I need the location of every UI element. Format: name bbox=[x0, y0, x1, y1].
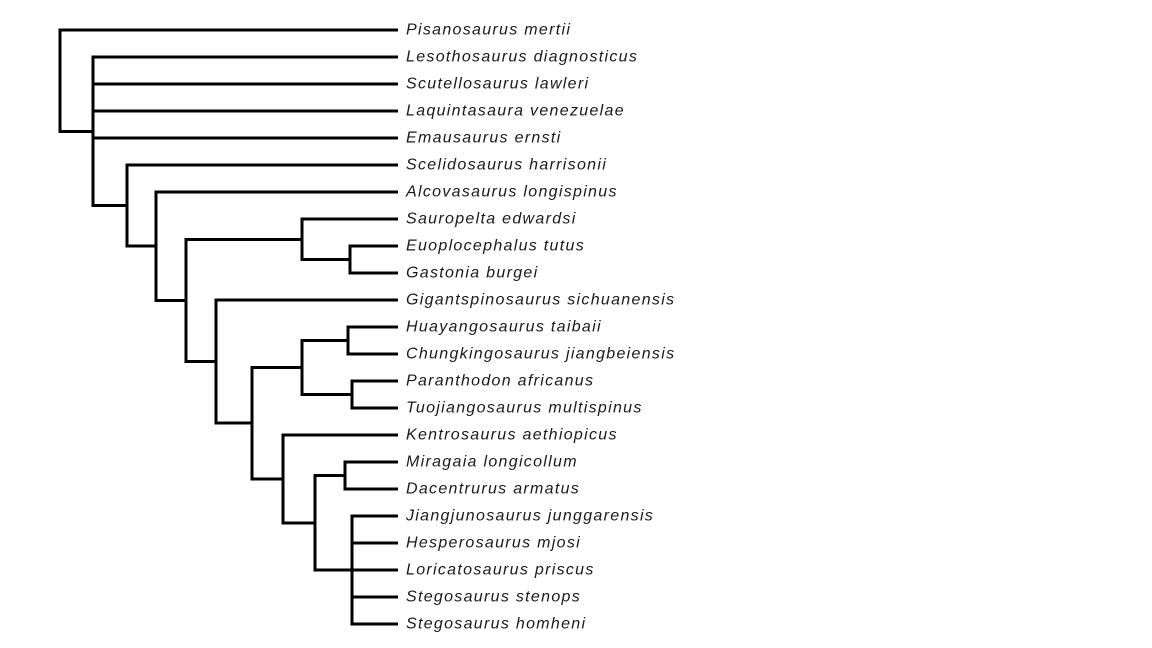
taxon-label: Loricatosaurus priscus bbox=[406, 562, 595, 579]
taxon-label: Stegosaurus homheni bbox=[406, 616, 586, 633]
taxon-label: Huayangosaurus taibaii bbox=[406, 319, 602, 336]
taxon-label: Stegosaurus stenops bbox=[406, 589, 581, 606]
taxon-label: Dacentrurus armatus bbox=[406, 481, 580, 498]
taxon-label: Alcovasaurus longispinus bbox=[405, 184, 618, 201]
taxon-label: Euoplocephalus tutus bbox=[406, 238, 585, 255]
taxon-label: Scelidosaurus harrisonii bbox=[406, 157, 607, 174]
taxon-label: Pisanosaurus mertii bbox=[406, 22, 571, 39]
taxon-label: Lesothosaurus diagnosticus bbox=[406, 49, 638, 66]
taxon-label: Kentrosaurus aethiopicus bbox=[406, 427, 618, 444]
taxon-label: Gastonia burgei bbox=[406, 265, 538, 282]
taxon-label: Miragaia longicollum bbox=[406, 454, 578, 471]
taxon-label: Jiangjunosaurus junggarensis bbox=[405, 508, 654, 525]
taxon-label: Gigantspinosaurus sichuanensis bbox=[406, 292, 675, 309]
taxon-label: Paranthodon africanus bbox=[406, 373, 594, 390]
taxon-label: Emausaurus ernsti bbox=[406, 130, 562, 147]
taxon-label: Laquintasaura venezuelae bbox=[406, 103, 625, 120]
taxon-label: Tuojiangosaurus multispinus bbox=[406, 400, 643, 417]
taxon-label: Hesperosaurus mjosi bbox=[406, 535, 581, 552]
taxon-label: Scutellosaurus lawleri bbox=[406, 76, 589, 93]
taxon-label: Chungkingosaurus jiangbeiensis bbox=[406, 346, 675, 363]
taxon-label: Sauropelta edwardsi bbox=[406, 211, 577, 228]
